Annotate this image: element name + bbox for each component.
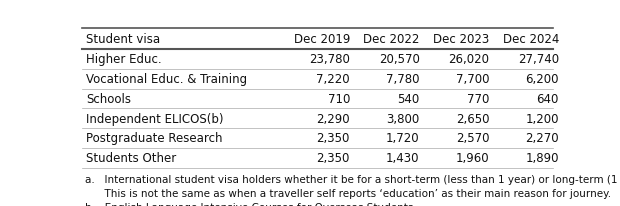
Text: Schools: Schools [86,92,131,105]
Text: 6,200: 6,200 [526,72,559,85]
Text: a.   International student visa holders whether it be for a short-term (less tha: a. International student visa holders wh… [85,174,620,184]
Text: 2,350: 2,350 [317,152,350,165]
Text: 7,220: 7,220 [316,72,350,85]
Text: 7,780: 7,780 [386,72,420,85]
Text: 1,720: 1,720 [386,132,420,145]
Text: Vocational Educ. & Training: Vocational Educ. & Training [86,72,247,85]
Text: Dec 2024: Dec 2024 [503,33,559,46]
Text: 1,890: 1,890 [526,152,559,165]
Text: 1,430: 1,430 [386,152,420,165]
Text: 2,350: 2,350 [317,132,350,145]
Text: Dec 2022: Dec 2022 [363,33,420,46]
Text: 2,290: 2,290 [316,112,350,125]
Text: Independent ELICOS(b): Independent ELICOS(b) [86,112,224,125]
Text: This is not the same as when a traveller self reports ‘education’ as their main : This is not the same as when a traveller… [85,188,611,198]
Text: 27,740: 27,740 [518,53,559,66]
Text: 770: 770 [467,92,489,105]
Text: 26,020: 26,020 [448,53,489,66]
Text: Student visa: Student visa [86,33,161,46]
Text: 2,570: 2,570 [456,132,489,145]
Text: 640: 640 [536,92,559,105]
Text: 20,570: 20,570 [379,53,420,66]
Text: 23,780: 23,780 [309,53,350,66]
Text: Students Other: Students Other [86,152,177,165]
Text: b.   English Language Intensive Courses for Overseas Students.: b. English Language Intensive Courses fo… [85,202,417,206]
Text: Dec 2023: Dec 2023 [433,33,489,46]
Text: 1,200: 1,200 [526,112,559,125]
Text: 2,650: 2,650 [456,112,489,125]
Text: Dec 2019: Dec 2019 [293,33,350,46]
Text: 7,700: 7,700 [456,72,489,85]
Text: 2,270: 2,270 [525,132,559,145]
Text: 540: 540 [397,92,420,105]
Text: 1,960: 1,960 [456,152,489,165]
Text: 710: 710 [327,92,350,105]
Text: 3,800: 3,800 [386,112,420,125]
Text: Postgraduate Research: Postgraduate Research [86,132,223,145]
Text: Higher Educ.: Higher Educ. [86,53,162,66]
